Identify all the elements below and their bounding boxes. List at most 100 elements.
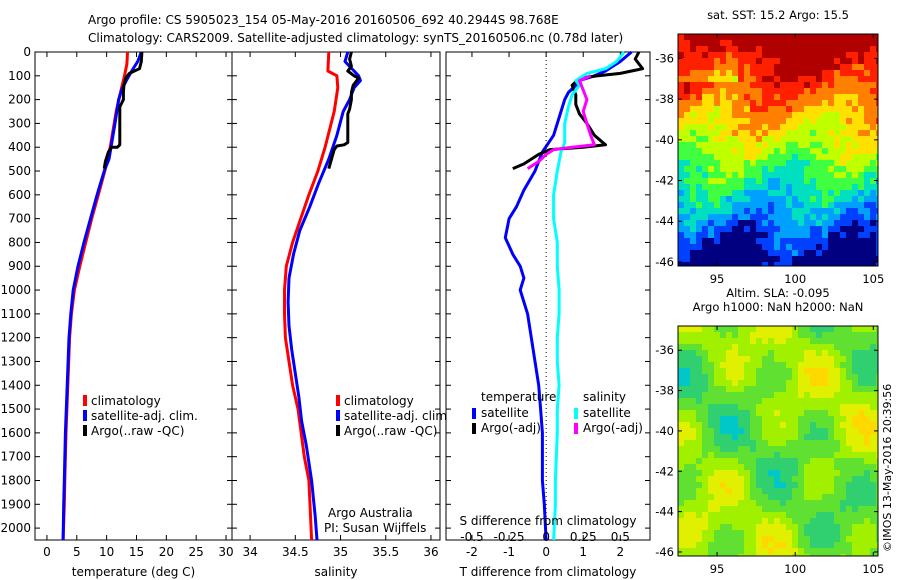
map-cell xyxy=(822,452,828,458)
map-cell xyxy=(738,362,744,368)
map-cell xyxy=(708,416,714,422)
map-cell xyxy=(708,536,714,542)
map-cell xyxy=(684,250,690,256)
map-cell xyxy=(744,410,750,416)
map-cell xyxy=(786,374,792,380)
map-cell xyxy=(774,422,780,428)
legend-swatch xyxy=(574,423,578,434)
map-cell xyxy=(840,202,846,208)
map-cell xyxy=(870,542,876,548)
map-cell xyxy=(834,100,840,106)
map-cell xyxy=(798,208,804,214)
map-cell xyxy=(858,160,864,166)
map-cell xyxy=(690,476,696,482)
map-cell xyxy=(738,154,744,160)
map-cell xyxy=(690,106,696,112)
map-cell xyxy=(720,344,726,350)
map-cell xyxy=(864,440,870,446)
map-cell xyxy=(834,476,840,482)
map-cell xyxy=(846,100,852,106)
map-cell xyxy=(774,440,780,446)
map-cell xyxy=(738,220,744,226)
map-cell xyxy=(852,458,858,464)
map-cell xyxy=(684,482,690,488)
map-cell xyxy=(762,452,768,458)
map-cell xyxy=(780,464,786,470)
map-cell xyxy=(816,88,822,94)
map-cell xyxy=(762,244,768,250)
map-cell xyxy=(876,82,878,88)
map-cell xyxy=(696,82,702,88)
map-cell xyxy=(846,46,852,52)
map-cell xyxy=(858,262,864,266)
map-cell xyxy=(786,440,792,446)
map-cell xyxy=(756,238,762,244)
map-cell xyxy=(726,374,732,380)
map-cell xyxy=(828,470,834,476)
map-cell xyxy=(768,452,774,458)
map-cell xyxy=(780,118,786,124)
map-cell xyxy=(834,548,840,554)
map-cell xyxy=(828,172,834,178)
map-cell xyxy=(852,46,858,52)
map-cell xyxy=(798,166,804,172)
map-cell xyxy=(744,118,750,124)
map-cell xyxy=(792,244,798,250)
map-cell xyxy=(768,166,774,172)
map-cell xyxy=(678,208,684,214)
map-cell xyxy=(714,166,720,172)
map-cell xyxy=(696,40,702,46)
map-cell xyxy=(822,386,828,392)
map-cell xyxy=(828,464,834,470)
map-cell xyxy=(690,160,696,166)
map-cell xyxy=(774,476,780,482)
map-cell xyxy=(822,542,828,548)
map-cell xyxy=(744,184,750,190)
map-cell xyxy=(744,494,750,500)
map-cell xyxy=(684,130,690,136)
map-cell xyxy=(684,226,690,232)
map-cell xyxy=(678,184,684,190)
map-cell xyxy=(834,350,840,356)
map-cell xyxy=(870,148,876,154)
map-cell xyxy=(684,172,690,178)
map-cell xyxy=(822,422,828,428)
map-cell xyxy=(786,380,792,386)
map-cell xyxy=(732,500,738,506)
map-cell xyxy=(786,64,792,70)
map-cell xyxy=(750,482,756,488)
map-cell xyxy=(840,220,846,226)
map-field xyxy=(678,34,878,266)
map-cell xyxy=(738,494,744,500)
map-cell xyxy=(786,512,792,518)
map-cell xyxy=(810,220,816,226)
map-cell xyxy=(678,410,684,416)
map-cell xyxy=(798,82,804,88)
y-tick-label: 600 xyxy=(8,188,31,202)
map-cell xyxy=(690,434,696,440)
map-cell xyxy=(834,34,840,40)
map-cell xyxy=(762,488,768,494)
map-cell xyxy=(774,238,780,244)
map-cell xyxy=(678,398,684,404)
map-cell xyxy=(852,250,858,256)
map-cell xyxy=(858,184,864,190)
map-cell xyxy=(780,362,786,368)
map-cell xyxy=(678,404,684,410)
map-cell xyxy=(822,70,828,76)
map-cell xyxy=(678,446,684,452)
map-cell xyxy=(720,326,726,332)
map-cell xyxy=(696,94,702,100)
map-cell xyxy=(690,238,696,244)
map-cell xyxy=(684,202,690,208)
map-cell xyxy=(762,160,768,166)
map-cell xyxy=(870,362,876,368)
map-cell xyxy=(762,434,768,440)
map-cell xyxy=(864,542,870,548)
map-cell xyxy=(816,100,822,106)
map-cell xyxy=(804,392,810,398)
map-cell xyxy=(684,40,690,46)
map-cell xyxy=(828,392,834,398)
map-cell xyxy=(810,82,816,88)
